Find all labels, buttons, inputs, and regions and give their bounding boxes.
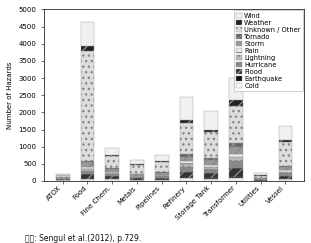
Bar (279, 179, 292, 181)
Bar (229, 168, 243, 177)
Bar (105, 179, 119, 181)
Bar (229, 147, 243, 154)
Bar (279, 142, 292, 166)
Bar (81, 51, 94, 161)
Bar (56, 178, 70, 179)
Bar (204, 111, 218, 130)
Bar (130, 178, 144, 180)
Bar (81, 163, 94, 167)
Bar (56, 175, 70, 177)
Bar (180, 172, 193, 178)
Bar (81, 179, 94, 181)
Bar (254, 175, 267, 176)
Bar (180, 97, 193, 120)
Y-axis label: Number of Hazards: Number of Hazards (7, 61, 13, 129)
Bar (229, 78, 243, 100)
Bar (204, 160, 218, 165)
Bar (105, 156, 119, 168)
Bar (155, 175, 169, 176)
Bar (155, 162, 169, 172)
Bar (254, 180, 267, 181)
Bar (180, 167, 193, 172)
Bar (130, 180, 144, 181)
Bar (180, 154, 193, 157)
Legend: Wind, Weather, Unknown / Other, Tornado, Storm, Rain, Lightning, Hurricane, Floo: Wind, Weather, Unknown / Other, Tornado,… (234, 10, 304, 91)
Bar (279, 170, 292, 172)
Bar (81, 169, 94, 171)
Bar (56, 179, 70, 180)
Bar (254, 178, 267, 179)
Bar (130, 176, 144, 177)
Bar (229, 105, 243, 143)
Bar (229, 178, 243, 181)
Bar (105, 168, 119, 169)
Bar (279, 126, 292, 140)
Bar (279, 174, 292, 176)
Bar (130, 165, 144, 174)
Bar (229, 143, 243, 147)
Bar (180, 123, 193, 154)
Bar (130, 174, 144, 176)
Bar (105, 155, 119, 156)
Bar (254, 173, 267, 175)
Bar (130, 164, 144, 165)
Bar (204, 130, 218, 132)
Bar (105, 169, 119, 172)
Bar (155, 178, 169, 179)
Bar (229, 154, 243, 157)
Bar (155, 156, 169, 161)
Bar (180, 120, 193, 123)
Bar (229, 177, 243, 178)
Bar (279, 140, 292, 142)
Bar (180, 164, 193, 167)
Bar (279, 167, 292, 170)
Bar (254, 179, 267, 180)
Bar (130, 160, 144, 164)
Bar (155, 173, 169, 175)
Bar (130, 177, 144, 178)
Bar (279, 172, 292, 174)
Bar (105, 174, 119, 176)
Bar (204, 179, 218, 181)
Bar (279, 176, 292, 179)
Bar (204, 178, 218, 179)
Bar (180, 178, 193, 181)
Bar (155, 180, 169, 181)
Bar (155, 172, 169, 173)
Bar (279, 166, 292, 167)
Bar (56, 174, 70, 175)
Bar (81, 174, 94, 179)
Bar (81, 46, 94, 51)
Bar (81, 22, 94, 46)
Bar (56, 177, 70, 178)
Bar (204, 173, 218, 178)
Bar (229, 161, 243, 168)
Bar (105, 172, 119, 173)
Bar (229, 157, 243, 161)
Bar (81, 167, 94, 169)
Bar (180, 157, 193, 161)
Bar (81, 161, 94, 163)
Bar (81, 171, 94, 174)
Text: 자료: Sengul et al.(2012), p.729.: 자료: Sengul et al.(2012), p.729. (25, 234, 141, 243)
Bar (204, 169, 218, 173)
Bar (204, 132, 218, 158)
Bar (204, 165, 218, 167)
Bar (204, 158, 218, 160)
Bar (155, 176, 169, 178)
Bar (56, 180, 70, 181)
Bar (254, 176, 267, 178)
Bar (105, 173, 119, 174)
Bar (180, 161, 193, 164)
Bar (105, 176, 119, 179)
Bar (105, 148, 119, 155)
Bar (204, 167, 218, 169)
Bar (155, 161, 169, 162)
Bar (229, 100, 243, 105)
